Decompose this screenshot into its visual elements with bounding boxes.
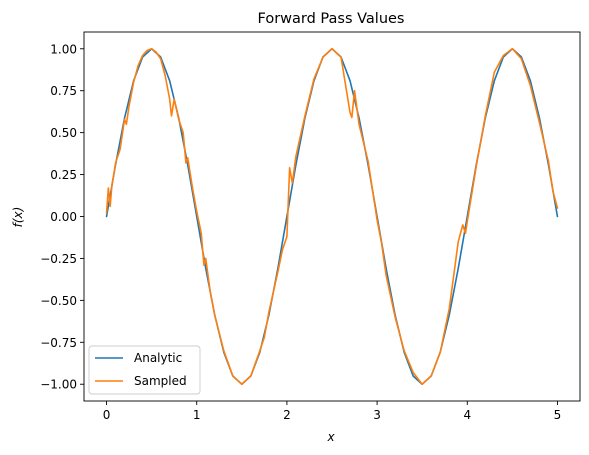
y-tick-label: −1.00 xyxy=(40,378,77,392)
x-tick-label: 5 xyxy=(554,408,562,422)
y-tick-label: −0.50 xyxy=(40,294,77,308)
x-tick-label: 0 xyxy=(103,408,111,422)
legend-label-sampled: Sampled xyxy=(134,374,187,388)
x-tick-label: 3 xyxy=(373,408,381,422)
y-tick-label: 0.75 xyxy=(50,84,77,98)
y-tick-label: −0.75 xyxy=(40,336,77,350)
y-tick-label: 0.50 xyxy=(50,126,77,140)
legend-label-analytic: Analytic xyxy=(134,351,182,365)
y-tick-label: 0.00 xyxy=(50,210,77,224)
x-axis: 0 1 2 3 4 5 xyxy=(103,401,562,422)
series-line-sampled xyxy=(105,47,559,386)
plot-lines xyxy=(105,47,559,386)
x-tick-label: 2 xyxy=(283,408,291,422)
x-tick-label: 1 xyxy=(193,408,201,422)
y-tick-label: −0.25 xyxy=(40,252,77,266)
legend: Analytic Sampled xyxy=(88,345,201,395)
y-axis: −1.00 −0.75 −0.50 −0.25 0.00 0.25 0.50 0.75 1.00 xyxy=(40,42,84,392)
y-tick-label: 1.00 xyxy=(50,42,77,56)
chart-title: Forward Pass Values xyxy=(258,11,405,27)
y-tick-label: 0.25 xyxy=(50,168,77,182)
y-axis-label: f(x) xyxy=(11,207,25,228)
x-tick-label: 4 xyxy=(463,408,471,422)
x-axis-label: x xyxy=(326,430,335,444)
